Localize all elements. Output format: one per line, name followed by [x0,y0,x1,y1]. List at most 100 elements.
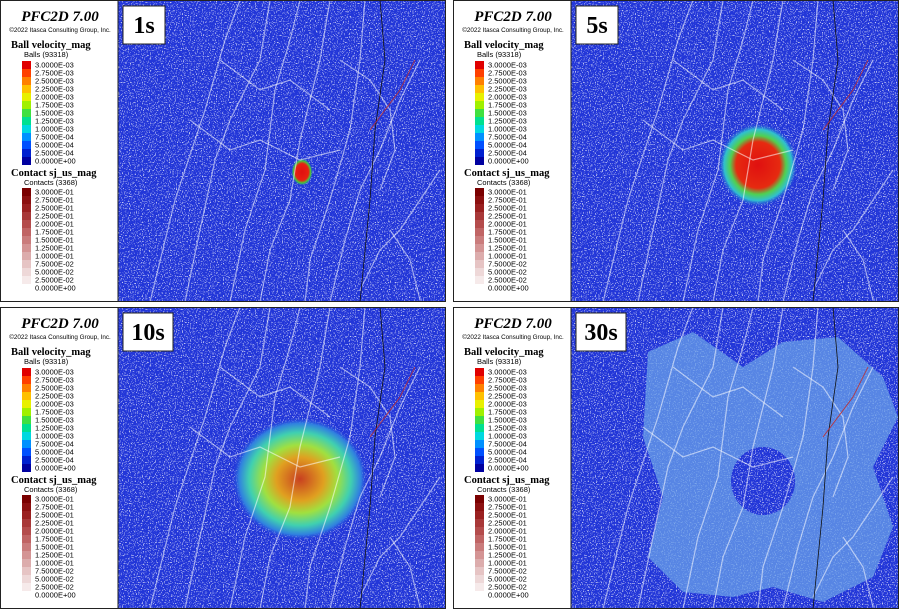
legend-swatch [22,244,31,252]
model-view [118,307,446,609]
software-title: PFC2D 7.00 [474,9,552,25]
legend-swatch [475,284,484,292]
legend-swatch [475,503,484,511]
legend-swatch [475,220,484,228]
legend-value: 0.0000E+00 [35,591,76,600]
legend-swatch [22,575,31,583]
legend-swatch [475,93,484,101]
legend-swatch [475,400,484,408]
panel: 1s PFC2D 7.00©2022 Itasca Consulting Grou… [1,0,447,302]
legend-swatch [22,125,31,133]
legend-swatch [475,117,484,125]
legend-swatch [475,125,484,133]
legend-swatch [22,551,31,559]
legend-swatch [475,212,484,220]
legend-swatch [475,133,484,141]
legend-swatch [22,440,31,448]
legend-swatch [475,244,484,252]
legend-swatch [22,392,31,400]
legend-swatch [22,284,31,292]
legend-swatch [22,196,31,204]
copyright: ©2022 Itasca Consulting Group, Inc. [9,26,111,34]
legend-count: Contacts (3368) [24,178,78,187]
legend-swatch [475,464,484,472]
legend-swatch [475,424,484,432]
legend-swatch [475,141,484,149]
legend-swatch [22,448,31,456]
legend-swatch [22,252,31,260]
legend-swatch [475,77,484,85]
software-title: PFC2D 7.00 [21,316,99,332]
legend-count: Balls (93318) [477,50,522,59]
legend-value: 0.0000E+00 [35,157,76,166]
legend-swatch [22,511,31,519]
legend-swatch [475,440,484,448]
legend-swatch [475,456,484,464]
legend-swatch [475,392,484,400]
legend-swatch [475,591,484,599]
legend-swatch [475,252,484,260]
legend-swatch [475,511,484,519]
legend-swatch [475,408,484,416]
legend-swatch [475,109,484,117]
legend-swatch [22,77,31,85]
legend-swatch [475,535,484,543]
legend-swatch [22,117,31,125]
velocity-zone [232,417,368,541]
legend-swatch [22,384,31,392]
model-view [571,0,899,302]
legend-swatch [22,432,31,440]
legend-swatch [475,149,484,157]
time-label: 5s [586,13,607,39]
panel: 5s PFC2D 7.00©2022 Itasca Consulting Grou… [454,0,899,302]
legend-swatch [22,559,31,567]
legend-swatch [475,384,484,392]
legend-swatch [475,268,484,276]
legend-swatch [475,432,484,440]
legend-value: 0.0000E+00 [488,157,529,166]
legend-swatch [22,93,31,101]
legend-swatch [475,204,484,212]
legend-swatch [475,196,484,204]
software-title: PFC2D 7.00 [474,316,552,332]
legend-swatch [22,188,31,196]
legend-swatch [475,376,484,384]
legend-swatch [22,376,31,384]
copyright: ©2022 Itasca Consulting Group, Inc. [462,26,564,34]
legend-swatch [475,260,484,268]
software-title: PFC2D 7.00 [21,9,99,25]
legend-swatch [22,519,31,527]
legend-swatch [475,188,484,196]
legend-swatch [22,260,31,268]
legend-swatch [22,149,31,157]
legend-count: Balls (93318) [24,50,69,59]
legend-swatch [475,575,484,583]
legend-swatch [22,276,31,284]
legend-swatch [22,503,31,511]
legend-swatch [22,535,31,543]
legend-swatch [22,157,31,165]
legend-swatch [22,591,31,599]
legend-value: 0.0000E+00 [488,464,529,473]
copyright: ©2022 Itasca Consulting Group, Inc. [462,333,564,341]
legend-swatch [22,456,31,464]
legend-swatch [475,551,484,559]
legend-swatch [22,495,31,503]
velocity-zone [718,123,798,207]
time-label: 30s [584,320,617,346]
time-label: 1s [133,13,154,39]
legend-value: 0.0000E+00 [488,591,529,600]
legend-swatch [475,495,484,503]
legend-swatch [475,61,484,69]
legend-value: 0.0000E+00 [35,284,76,293]
legend-swatch [22,583,31,591]
legend-value: 0.0000E+00 [488,284,529,293]
legend-swatch [22,527,31,535]
legend-swatch [22,400,31,408]
copyright: ©2022 Itasca Consulting Group, Inc. [9,333,111,341]
legend-swatch [475,236,484,244]
legend-swatch [22,212,31,220]
legend-swatch [22,109,31,117]
legend-value: 0.0000E+00 [35,464,76,473]
